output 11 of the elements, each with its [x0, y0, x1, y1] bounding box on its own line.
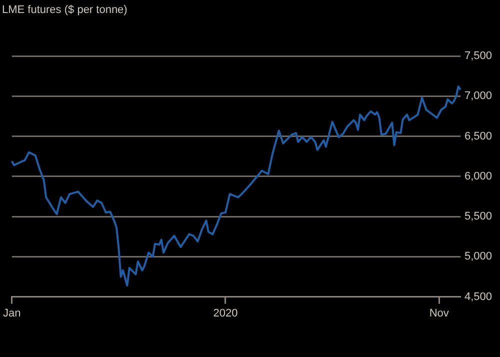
y-tick-label: 6,000 [464, 170, 492, 182]
y-tick-label: 5,000 [464, 250, 492, 263]
y-tick-label: 4,500 [464, 290, 492, 303]
x-tick-label: 2020 [213, 307, 238, 320]
x-tick-label: Jan [2, 307, 21, 320]
y-tick-label: 6,500 [464, 130, 492, 142]
y-tick-label: 5,500 [464, 210, 492, 223]
y-tick-label: 7,000 [464, 90, 492, 102]
x-tick-label: Nov [429, 307, 450, 320]
y-tick-label: 7,500 [464, 50, 492, 62]
y-axis-title: LME futures ($ per tonne) [2, 4, 128, 16]
